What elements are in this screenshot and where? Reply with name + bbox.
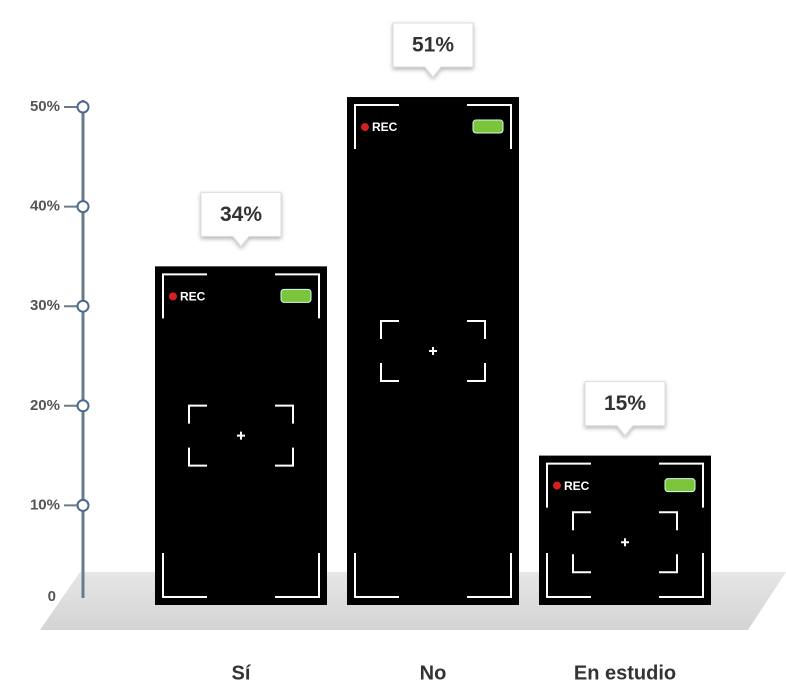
bracket xyxy=(546,553,591,598)
bracket xyxy=(275,404,294,424)
battery xyxy=(472,119,504,134)
y-tick-label: 40% xyxy=(30,198,60,215)
tick-dot xyxy=(76,498,90,512)
x-tick-label: Sí xyxy=(232,662,252,684)
viewfinder xyxy=(162,273,320,598)
rec-dot xyxy=(361,123,369,132)
bar-badge: REC xyxy=(564,479,590,493)
bracket xyxy=(659,553,704,598)
callout xyxy=(584,381,666,437)
crosshair xyxy=(621,538,629,547)
value-label: 15% xyxy=(604,392,646,415)
bracket xyxy=(659,511,678,531)
bracket xyxy=(380,363,399,383)
crosshair xyxy=(429,347,437,356)
crosshair xyxy=(237,431,245,440)
y-tick-label: 20% xyxy=(30,397,60,414)
bracket xyxy=(380,320,399,340)
bracket xyxy=(546,462,591,508)
bracket xyxy=(467,363,486,383)
bracket xyxy=(659,462,704,508)
x-tick-label: En estudio xyxy=(574,662,676,684)
bracket xyxy=(162,273,207,319)
value-label: 51% xyxy=(412,34,454,57)
tick-dot xyxy=(76,200,90,214)
bracket xyxy=(162,553,207,598)
tick-dot xyxy=(76,299,90,313)
bracket xyxy=(275,447,294,467)
y-tick-label: 50% xyxy=(30,98,60,115)
tick-dot xyxy=(76,100,90,114)
tick-dot xyxy=(76,399,90,413)
bracket xyxy=(275,553,320,598)
bracket xyxy=(659,554,678,574)
bar-badge: REC xyxy=(372,120,398,134)
bracket xyxy=(354,104,399,150)
rec-dot xyxy=(169,292,177,301)
viewfinder xyxy=(354,104,512,598)
bracket xyxy=(572,554,591,574)
battery xyxy=(280,288,312,303)
y-tick-label: 0 xyxy=(48,588,56,605)
bar-badge: REC xyxy=(180,290,206,304)
bracket xyxy=(467,320,486,340)
bracket xyxy=(354,553,399,598)
bracket xyxy=(188,447,207,467)
rec-dot xyxy=(553,481,561,490)
y-tick-label: 10% xyxy=(30,496,60,513)
y-tick-label: 30% xyxy=(30,297,60,314)
callout xyxy=(392,22,474,78)
battery xyxy=(664,478,696,493)
bracket xyxy=(188,404,207,424)
bracket xyxy=(275,273,320,319)
value-label: 34% xyxy=(220,203,262,226)
bracket xyxy=(467,104,512,150)
bracket xyxy=(572,511,591,531)
viewfinder xyxy=(546,462,704,598)
x-tick-label: No xyxy=(420,662,447,684)
bracket xyxy=(467,553,512,598)
callout xyxy=(200,191,282,248)
